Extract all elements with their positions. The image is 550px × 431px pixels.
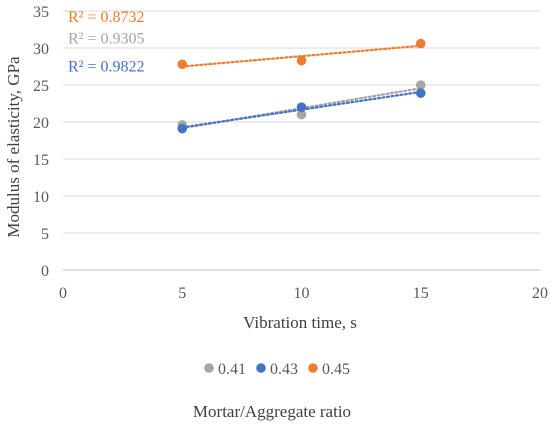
data-points [177, 38, 426, 134]
legend-title: Mortar/Aggregate ratio [193, 402, 351, 421]
legend: 0.41 0.43 0.45 [204, 361, 350, 378]
legend-label-0.43: 0.43 [270, 361, 298, 378]
r-squared-labels: R² = 0.9305 R² = 0.9822 R² = 0.8732 [68, 9, 145, 76]
data-point-0.41 [296, 109, 307, 120]
y-axis-label: Modulus of elasticity, GPa [4, 56, 23, 238]
y-tick-label: 20 [33, 115, 49, 132]
y-tick-label: 10 [33, 189, 49, 206]
x-tick-label: 0 [59, 285, 67, 302]
data-point-0.45 [415, 38, 426, 49]
gridlines [63, 10, 540, 271]
x-tick-label: 5 [178, 285, 186, 302]
r-squared-label-0.43: R² = 0.9822 [68, 59, 145, 76]
x-axis-label: Vibration time, s [243, 313, 357, 332]
x-tick-label: 20 [532, 285, 548, 302]
legend-label-0.41: 0.41 [218, 361, 246, 378]
data-point-0.43 [415, 88, 426, 98]
legend-marker-0.45 [308, 363, 318, 373]
y-tick-label: 0 [41, 263, 49, 280]
r-squared-label-0.41: R² = 0.9305 [68, 31, 145, 48]
tick-labels: 0 5 10 15 20 25 30 35 0 5 10 15 20 [33, 4, 548, 302]
y-tick-label: 15 [33, 152, 49, 169]
y-tick-label: 35 [33, 4, 49, 21]
data-point-0.45 [296, 55, 307, 66]
y-tick-label: 25 [33, 78, 49, 95]
data-point-0.41 [415, 80, 426, 90]
y-tick-label: 30 [33, 41, 49, 58]
x-tick-label: 10 [294, 285, 310, 302]
data-point-0.45 [177, 59, 188, 70]
legend-label-0.45: 0.45 [322, 361, 350, 378]
x-tick-label: 15 [413, 285, 429, 302]
legend-marker-0.43 [256, 363, 266, 373]
y-tick-label: 5 [41, 226, 49, 243]
data-point-0.43 [296, 102, 307, 112]
data-point-0.43 [177, 123, 188, 134]
r-squared-label-0.45: R² = 0.8732 [68, 9, 145, 26]
legend-marker-0.41 [204, 363, 214, 373]
